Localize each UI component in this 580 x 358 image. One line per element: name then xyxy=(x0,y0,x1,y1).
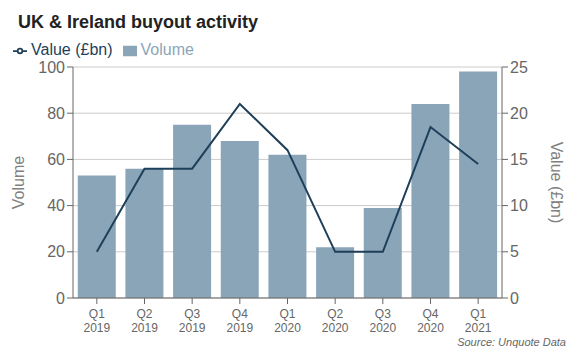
svg-text:Q32019: Q32019 xyxy=(179,307,206,334)
svg-text:10: 10 xyxy=(510,197,528,214)
svg-text:Q12021: Q12021 xyxy=(465,307,492,334)
svg-text:Q42020: Q42020 xyxy=(417,307,444,334)
svg-text:Q12019: Q12019 xyxy=(83,307,110,334)
svg-text:20: 20 xyxy=(510,105,528,122)
svg-text:40: 40 xyxy=(47,197,65,214)
svg-text:100: 100 xyxy=(38,59,65,76)
svg-text:25: 25 xyxy=(510,59,528,76)
svg-text:15: 15 xyxy=(510,151,528,168)
svg-text:Q32020: Q32020 xyxy=(369,307,396,334)
svg-text:Q42019: Q42019 xyxy=(226,307,253,334)
html-text:Source: Unquote Data: Source: Unquote Data xyxy=(457,336,566,348)
svg-text:Volume: Volume xyxy=(10,156,27,209)
svg-text:Q12020: Q12020 xyxy=(274,307,301,334)
svg-text:80: 80 xyxy=(47,105,65,122)
html-text:UK & Ireland buyout activity: UK & Ireland buyout activity xyxy=(18,12,258,32)
html-text:Volume: Volume xyxy=(140,41,194,58)
svg-text:Value (£bn): Value (£bn) xyxy=(548,142,565,224)
svg-text:0: 0 xyxy=(56,290,65,307)
svg-text:Q22020: Q22020 xyxy=(322,307,349,334)
svg-text:5: 5 xyxy=(510,243,519,260)
svg-text:20: 20 xyxy=(47,243,65,260)
svg-text:Q22019: Q22019 xyxy=(131,307,158,334)
svg-text:0: 0 xyxy=(510,290,519,307)
svg-text:60: 60 xyxy=(47,151,65,168)
html-text:Value (£bn): Value (£bn) xyxy=(31,41,113,58)
